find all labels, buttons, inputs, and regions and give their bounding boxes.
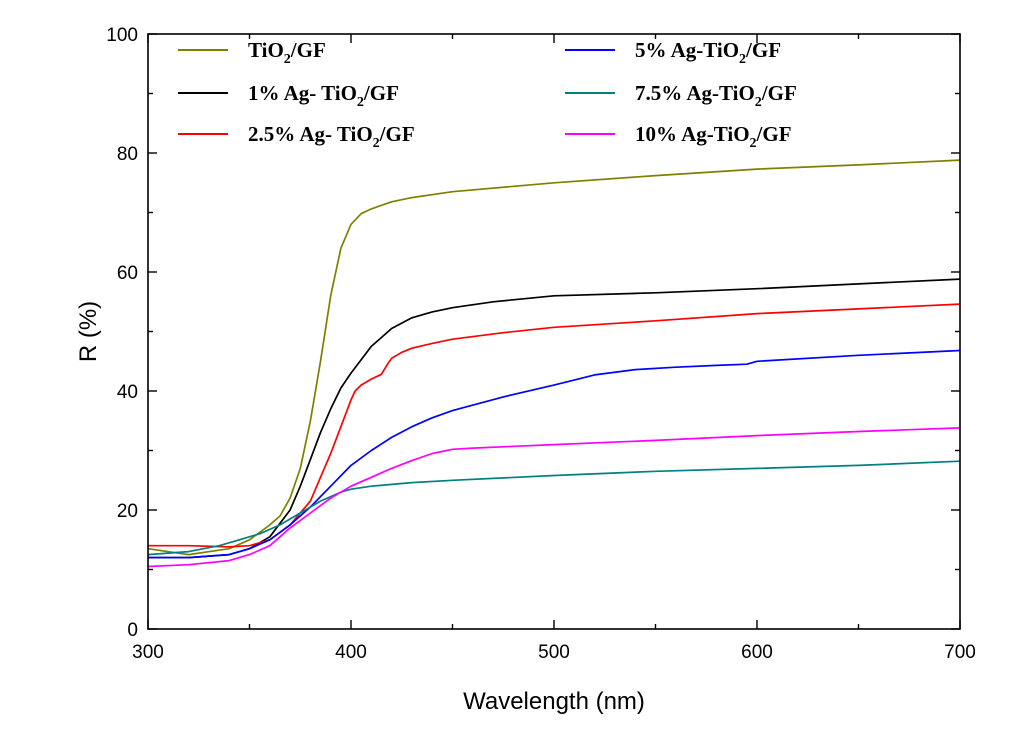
- series-line-2: [148, 278, 961, 559]
- x-axis-title: Wavelength (nm): [463, 688, 645, 715]
- y-tick-label: 0: [127, 620, 138, 641]
- y-tick-label: 60: [117, 263, 138, 284]
- x-tick-label: 300: [132, 642, 164, 663]
- y-tick-label: 80: [117, 144, 138, 165]
- legend-label-2: 1% Ag- TiO2/GF: [248, 81, 399, 110]
- y-tick-label: 20: [117, 501, 138, 522]
- series-line-1: [147, 159, 961, 556]
- series-line-3: [148, 303, 961, 548]
- y-axis-title: R (%): [75, 301, 102, 362]
- x-tick-label: 700: [944, 642, 976, 663]
- legend-label-5: 7.5% Ag-TiO2/GF: [635, 81, 797, 110]
- legend-label-6: 10% Ag-TiO2/GF: [635, 122, 792, 151]
- legend: TiO2/GF 1% Ag- TiO2/GF 2.5% Ag- TiO2/GF 5% …: [178, 38, 797, 151]
- axes: 300 400 500 600 700 0 20 40 60 80 100: [106, 25, 976, 663]
- series-line-4: [148, 349, 961, 559]
- series-line-6: [147, 427, 961, 568]
- legend-label-3: 2.5% Ag- TiO2/GF: [248, 122, 415, 151]
- legend-label-4: 5% Ag-TiO2/GF: [635, 38, 781, 67]
- plot-lines: [147, 159, 961, 568]
- x-tick-label: 500: [538, 642, 570, 663]
- y-tick-label: 100: [106, 25, 138, 46]
- x-tick-label: 600: [741, 642, 773, 663]
- x-tick-label: 400: [335, 642, 367, 663]
- legend-label-1: TiO2/GF: [248, 38, 326, 67]
- y-tick-label: 40: [117, 382, 138, 403]
- series-line-5: [147, 460, 961, 556]
